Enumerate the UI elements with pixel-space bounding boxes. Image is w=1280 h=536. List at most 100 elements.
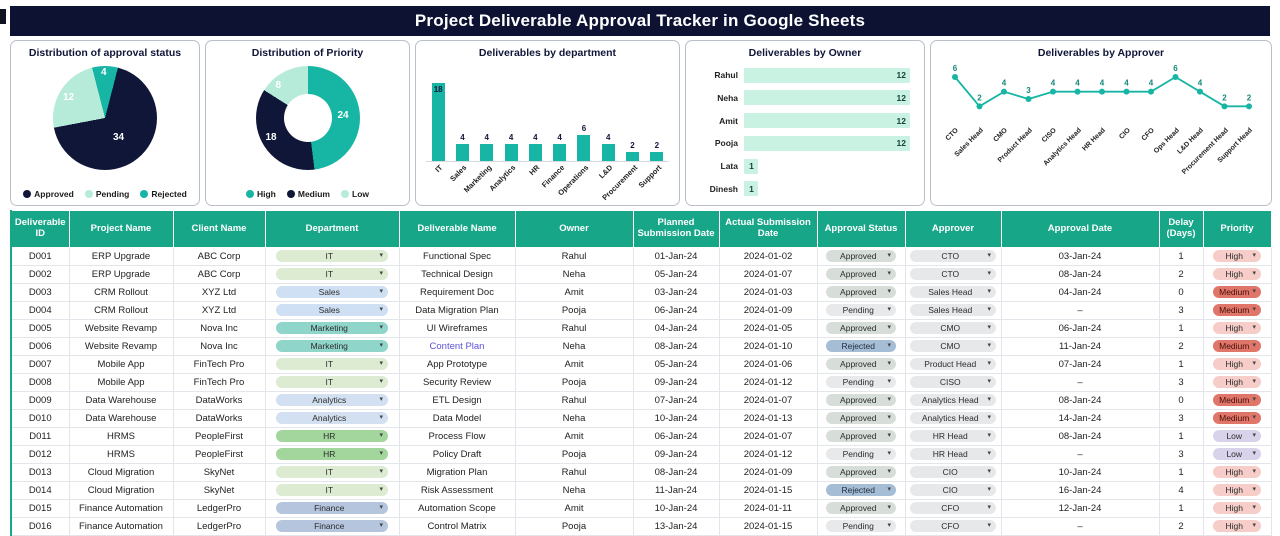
department-dropdown-chip[interactable]: HR ▾	[276, 430, 388, 443]
priority-dropdown-chip[interactable]: Medium ▾	[1213, 394, 1261, 407]
department-dropdown-chip[interactable]: Finance ▾	[276, 520, 388, 533]
approver-dropdown-chip[interactable]: Sales Head ▾	[910, 304, 996, 317]
approver-dropdown-chip[interactable]: HR Head ▾	[910, 430, 996, 443]
status-dropdown-chip[interactable]: Approved ▾	[826, 358, 896, 371]
approver-dropdown-chip[interactable]: Analytics Head ▾	[910, 394, 996, 407]
approver-dropdown-chip[interactable]: HR Head ▾	[910, 448, 996, 461]
approver-dropdown-chip[interactable]: CMO ▾	[910, 322, 996, 335]
column-header[interactable]: Actual Submission Date	[718, 210, 818, 248]
department-dropdown-chip[interactable]: Finance ▾	[276, 502, 388, 515]
priority-dropdown-chip[interactable]: Low ▾	[1213, 430, 1261, 443]
department-dropdown-chip[interactable]: Sales ▾	[276, 286, 388, 299]
priority-dropdown-chip[interactable]: Medium ▾	[1213, 286, 1261, 299]
priority-dropdown-chip[interactable]: Low ▾	[1213, 448, 1261, 461]
status-dropdown-chip[interactable]: Rejected ▾	[826, 484, 896, 497]
status-dropdown-chip[interactable]: Approved ▾	[826, 466, 896, 479]
legend-dot	[140, 190, 149, 198]
department-dropdown-chip[interactable]: IT ▾	[276, 376, 388, 389]
priority-dropdown-chip[interactable]: High ▾	[1213, 484, 1261, 497]
department-dropdown-chip[interactable]: IT ▾	[276, 484, 388, 497]
department-dropdown-chip[interactable]: HR ▾	[276, 448, 388, 461]
column-header[interactable]: Deliverable Name	[398, 210, 516, 248]
priority-dropdown-chip[interactable]: High ▾	[1213, 250, 1261, 263]
department-value: Sales	[318, 287, 340, 298]
status-value: Approved	[840, 413, 877, 424]
status-dropdown-chip[interactable]: Approved ▾	[826, 268, 896, 281]
cell-owner: Amit	[514, 499, 634, 518]
approver-value: CTO	[941, 269, 960, 280]
department-dropdown-chip[interactable]: Sales ▾	[276, 304, 388, 317]
approver-dropdown-chip[interactable]: CFO ▾	[910, 502, 996, 515]
approver-dropdown-chip[interactable]: CMO ▾	[910, 340, 996, 353]
status-dropdown-chip[interactable]: Pending ▾	[826, 304, 896, 317]
column-header[interactable]: Approver	[904, 210, 1002, 248]
table-row: D015 Finance Automation LedgerPro Finance ▾ A…	[10, 499, 1272, 518]
approver-dropdown-chip[interactable]: CIO ▾	[910, 466, 996, 479]
status-dropdown-chip[interactable]: Rejected ▾	[826, 340, 896, 353]
chevron-down-icon: ▾	[987, 486, 991, 494]
column-header[interactable]: Client Name	[172, 210, 266, 248]
cell-approver: CTO ▾	[904, 247, 1002, 266]
priority-donut[interactable]: 24 18 8	[255, 66, 360, 170]
priority-dropdown-chip[interactable]: Medium ▾	[1213, 340, 1261, 353]
owner-bar-plot[interactable]: Rahul 12 Neha 12 Amit 12 Pooja 12 Lata 1 Dinesh 1	[696, 67, 910, 197]
department-dropdown-chip[interactable]: IT ▾	[276, 466, 388, 479]
approval-status-pie[interactable]: 34 12 4	[53, 66, 157, 170]
priority-dropdown-chip[interactable]: Medium ▾	[1213, 304, 1261, 317]
cell-project-name: Mobile App	[68, 355, 174, 374]
priority-dropdown-chip[interactable]: High ▾	[1213, 520, 1261, 533]
status-dropdown-chip[interactable]: Pending ▾	[826, 520, 896, 533]
column-header[interactable]: Priority	[1202, 210, 1272, 248]
priority-dropdown-chip[interactable]: High ▾	[1213, 376, 1261, 389]
chevron-down-icon: ▾	[887, 486, 891, 494]
bar-rect	[480, 144, 494, 161]
priority-dropdown-chip[interactable]: Medium ▾	[1213, 412, 1261, 425]
column-header[interactable]: Owner	[514, 210, 634, 248]
chart-title: Distribution of Priority	[251, 47, 364, 59]
column-header[interactable]: Approval Date	[1000, 210, 1160, 248]
approver-line-chart[interactable]: 6 2 4 3 4 4 4 4 4 6 4 2 2	[937, 61, 1267, 127]
status-dropdown-chip[interactable]: Approved ▾	[826, 394, 896, 407]
column-header[interactable]: Department	[264, 210, 400, 248]
column-header[interactable]: Approval Status	[816, 210, 906, 248]
status-value: Approved	[840, 269, 877, 280]
approver-dropdown-chip[interactable]: CTO ▾	[910, 250, 996, 263]
department-dropdown-chip[interactable]: Marketing ▾	[276, 340, 388, 353]
status-dropdown-chip[interactable]: Pending ▾	[826, 376, 896, 389]
approver-dropdown-chip[interactable]: Product Head ▾	[910, 358, 996, 371]
department-dropdown-chip[interactable]: IT ▾	[276, 268, 388, 281]
status-dropdown-chip[interactable]: Approved ▾	[826, 250, 896, 263]
priority-dropdown-chip[interactable]: High ▾	[1213, 358, 1261, 371]
column-header[interactable]: Project Name	[68, 210, 174, 248]
priority-dropdown-chip[interactable]: High ▾	[1213, 502, 1261, 515]
priority-dropdown-chip[interactable]: High ▾	[1213, 466, 1261, 479]
status-dropdown-chip[interactable]: Approved ▾	[826, 430, 896, 443]
cell-priority: High ▾	[1202, 517, 1272, 536]
status-dropdown-chip[interactable]: Approved ▾	[826, 286, 896, 299]
chevron-down-icon: ▾	[887, 378, 891, 386]
department-dropdown-chip[interactable]: IT ▾	[276, 358, 388, 371]
legend: Approved Pending Rejected	[11, 189, 199, 199]
approver-value: Sales Head	[928, 287, 973, 298]
status-dropdown-chip[interactable]: Pending ▾	[826, 448, 896, 461]
approver-dropdown-chip[interactable]: CFO ▾	[910, 520, 996, 533]
approver-dropdown-chip[interactable]: CISO ▾	[910, 376, 996, 389]
department-bar-plot[interactable]: 18 4 4 4 4 4 6 4 2 2	[426, 67, 669, 162]
approver-dropdown-chip[interactable]: Analytics Head ▾	[910, 412, 996, 425]
department-dropdown-chip[interactable]: IT ▾	[276, 250, 388, 263]
department-dropdown-chip[interactable]: Marketing ▾	[276, 322, 388, 335]
cell-deliverable-name: App Prototype	[398, 355, 516, 374]
status-dropdown-chip[interactable]: Approved ▾	[826, 502, 896, 515]
approver-dropdown-chip[interactable]: CTO ▾	[910, 268, 996, 281]
column-header[interactable]: Delay (Days)	[1158, 210, 1204, 248]
approver-dropdown-chip[interactable]: CIO ▾	[910, 484, 996, 497]
priority-dropdown-chip[interactable]: High ▾	[1213, 322, 1261, 335]
approver-dropdown-chip[interactable]: Sales Head ▾	[910, 286, 996, 299]
status-dropdown-chip[interactable]: Approved ▾	[826, 322, 896, 335]
priority-dropdown-chip[interactable]: High ▾	[1213, 268, 1261, 281]
column-header[interactable]: Deliverable ID	[10, 210, 70, 248]
column-header[interactable]: Planned Submission Date	[632, 210, 720, 248]
status-dropdown-chip[interactable]: Approved ▾	[826, 412, 896, 425]
department-dropdown-chip[interactable]: Analytics ▾	[276, 394, 388, 407]
department-dropdown-chip[interactable]: Analytics ▾	[276, 412, 388, 425]
